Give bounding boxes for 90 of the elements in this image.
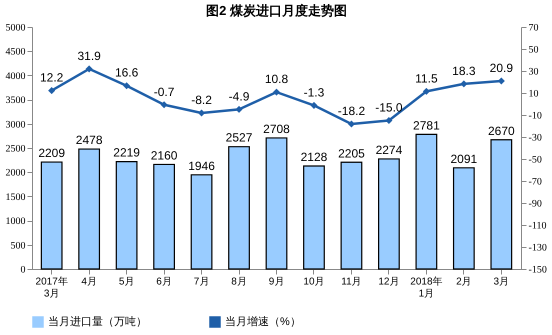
data-label: 2781: [413, 118, 440, 132]
x-tick-label: 3月: [494, 276, 510, 288]
data-label: 2128: [300, 150, 328, 164]
x-tick-label: 6月: [156, 276, 172, 288]
y-tick-label: 500: [10, 240, 26, 252]
data-label: 18.3: [452, 64, 476, 78]
data-label: 12.2: [40, 70, 64, 85]
data-label: 2274: [376, 142, 403, 157]
data-label: 2478: [76, 133, 103, 148]
y-tick-label: 2500: [6, 144, 26, 154]
data-label: 20.9: [490, 61, 514, 76]
bar: [340, 162, 362, 270]
y2-tick-label: 50: [528, 44, 538, 56]
x-tick-label: 4月: [81, 276, 97, 288]
y2-tick-label: -130: [528, 242, 547, 254]
y-tick-label: 2000: [6, 168, 26, 179]
data-label: 2160: [150, 148, 178, 162]
x-tick-label: 10月: [303, 276, 325, 288]
data-label: 1946: [188, 158, 216, 173]
data-label: 31.9: [77, 48, 102, 63]
point: [310, 102, 318, 109]
data-label: 2091: [450, 152, 478, 166]
x-tick-label: 8月: [231, 276, 247, 288]
x-tick-label: 2月: [456, 276, 472, 288]
chart-title: 图2 煤炭进口月度走势图: [206, 3, 347, 18]
y2-tick-label: -110: [528, 220, 546, 232]
data-label: 10.8: [264, 72, 288, 86]
y-tick-label: 1500: [6, 192, 26, 203]
data-label: 2219: [113, 146, 140, 160]
x-tick-label: 9月: [268, 276, 284, 288]
data-label: -18.2: [338, 104, 366, 118]
y2-tick-label: -50: [528, 154, 542, 166]
x-tick-label: 12月: [378, 276, 400, 288]
bar: [415, 134, 438, 270]
y-tick-label: 3500: [6, 95, 26, 106]
bar: [40, 161, 63, 270]
y2-tick-label: -150: [528, 264, 547, 276]
data-label: -8.2: [191, 93, 212, 108]
point: [348, 120, 355, 128]
bar: [303, 165, 325, 270]
bar: [378, 158, 400, 270]
point: [235, 106, 243, 113]
y2-tick-label: 30: [528, 66, 538, 78]
bar: [228, 146, 250, 270]
bar: [153, 164, 175, 270]
bar: [78, 148, 100, 270]
legend-label: 当月增速（%）: [225, 315, 301, 328]
y-tick-label: 0: [20, 264, 26, 276]
point: [498, 77, 505, 85]
bar: [452, 167, 475, 270]
point: [385, 116, 392, 124]
y-tick-label: 4500: [6, 46, 26, 58]
y-tick-label: 5000: [6, 22, 26, 34]
data-label: 11.5: [415, 71, 438, 86]
point: [272, 88, 280, 96]
bar: [490, 139, 512, 270]
point: [460, 80, 468, 88]
point: [160, 101, 168, 108]
point: [86, 65, 93, 72]
data-label: 16.6: [114, 66, 139, 80]
data-label: 2527: [226, 130, 253, 145]
y2-tick-label: 70: [528, 22, 538, 34]
x-tick-label: 5月: [118, 276, 134, 288]
bar: [266, 137, 288, 270]
legend-label: 当月进口量（万吨）: [48, 315, 147, 328]
data-label: -15.0: [375, 100, 403, 114]
y2-tick-label: -10: [528, 110, 542, 122]
y2-tick-label: 10: [528, 88, 538, 100]
point: [48, 87, 56, 94]
x-tick-label: 2018年 1月: [410, 276, 443, 300]
y2-tick-label: -90: [528, 198, 542, 210]
data-label: 2209: [38, 146, 66, 160]
y-tick-label: 4000: [6, 70, 26, 82]
data-label: 2205: [338, 146, 366, 160]
y-tick-label: 3000: [6, 119, 26, 130]
y2-tick-label: -70: [528, 176, 542, 188]
bar: [116, 161, 138, 270]
bar: [190, 174, 212, 270]
x-tick-label: 7月: [194, 276, 210, 288]
x-tick-label: 11月: [341, 276, 362, 288]
x-tick-label: 2017年 3月: [36, 276, 68, 300]
y2-tick-label: -30: [528, 132, 542, 144]
data-label: 2708: [263, 122, 290, 136]
data-label: -4.9: [228, 89, 250, 104]
data-label: 2670: [488, 124, 515, 138]
point: [422, 88, 430, 95]
point: [123, 82, 130, 90]
data-label: -1.3: [304, 85, 325, 100]
y-tick-label: 1000: [6, 216, 26, 228]
data-label: -0.7: [154, 84, 175, 99]
